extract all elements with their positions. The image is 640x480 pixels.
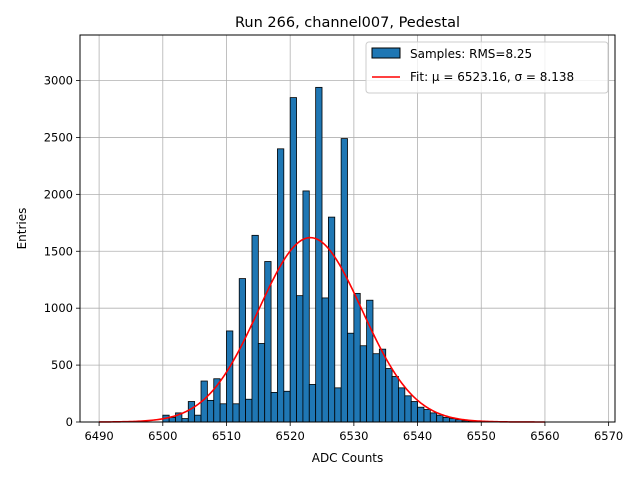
y-tick-label: 1500 — [44, 244, 73, 258]
x-tick-label: 6560 — [530, 429, 559, 443]
x-axis-label: ADC Counts — [312, 451, 384, 465]
chart-title: Run 266, channel007, Pedestal — [235, 15, 460, 31]
histogram-bar — [206, 399, 215, 423]
y-tick-label: 3000 — [44, 74, 73, 88]
histogram-bar — [347, 332, 355, 423]
legend: Samples: RMS=8.25 Fit: μ = 6523.16, σ = … — [365, 41, 609, 94]
histogram-bar — [334, 387, 342, 423]
x-tick-label: 6500 — [148, 429, 177, 443]
histogram-bar — [283, 390, 291, 423]
histogram-bar — [289, 97, 297, 423]
y-axis-label: Entries — [15, 208, 29, 250]
x-tick-label: 6510 — [212, 429, 241, 443]
histogram-bar — [410, 401, 418, 423]
histogram-bar — [385, 368, 393, 423]
histogram-bar — [219, 403, 227, 423]
histogram-bar — [366, 299, 374, 423]
x-tick-label: 6540 — [403, 429, 432, 443]
histogram-bar — [417, 406, 425, 423]
histogram-bar — [232, 403, 240, 423]
histogram-bar — [423, 409, 431, 423]
histogram-bar — [187, 401, 196, 423]
histogram-bar — [277, 148, 285, 423]
x-tick-label: 6550 — [467, 429, 496, 443]
y-tick-label: 1000 — [44, 301, 73, 315]
histogram-bar — [315, 86, 323, 423]
histogram-bars — [162, 86, 482, 423]
histogram-bar — [302, 190, 310, 423]
histogram-bar — [449, 418, 457, 423]
x-tick-label: 6490 — [84, 429, 113, 443]
histogram-bar — [168, 417, 176, 423]
histogram-bar — [391, 376, 399, 423]
histogram-bar — [442, 417, 450, 423]
histogram-bar — [257, 343, 266, 423]
histogram-bar — [321, 297, 329, 423]
histogram-bar — [436, 414, 444, 423]
x-axis-ticks: 6490 6500 6510 6520 6530 6540 6550 6560 6570 — [84, 422, 623, 443]
histogram-bar — [296, 295, 304, 423]
histogram-bar — [359, 345, 368, 423]
histogram-bar — [270, 392, 278, 423]
plot-frame — [79, 34, 616, 423]
histogram-bar — [238, 278, 246, 423]
histogram-bar — [194, 414, 202, 423]
x-tick-label: 6520 — [276, 429, 305, 443]
y-axis-ticks: 0 500 1000 1500 2000 2500 3000 — [44, 74, 80, 429]
histogram-bar — [372, 353, 380, 423]
legend-fit-label: Fit: μ = 6523.16, σ = 8.138 — [410, 70, 574, 84]
histogram-bar — [398, 387, 406, 423]
histogram-bar — [181, 418, 189, 423]
histogram-bar — [340, 138, 348, 423]
histogram-bar — [327, 216, 336, 423]
legend-box — [365, 41, 609, 94]
histogram-bar — [429, 412, 438, 423]
histogram-bar — [308, 384, 317, 423]
histogram-bar — [353, 292, 361, 423]
legend-samples-label: Samples: RMS=8.25 — [410, 47, 532, 61]
fit-curve — [99, 236, 545, 423]
x-tick-label: 6570 — [594, 429, 623, 443]
histogram-bar — [226, 330, 234, 423]
y-tick-label: 2500 — [44, 130, 73, 144]
y-tick-label: 0 — [66, 415, 73, 429]
legend-samples-swatch — [371, 47, 401, 59]
y-tick-label: 500 — [51, 358, 73, 372]
x-tick-label: 6530 — [339, 429, 368, 443]
histogram-bar — [245, 398, 253, 423]
y-tick-label: 2000 — [44, 187, 73, 201]
histogram-bar — [251, 234, 259, 423]
histogram-bar — [378, 348, 387, 423]
histogram-bar — [404, 395, 412, 423]
